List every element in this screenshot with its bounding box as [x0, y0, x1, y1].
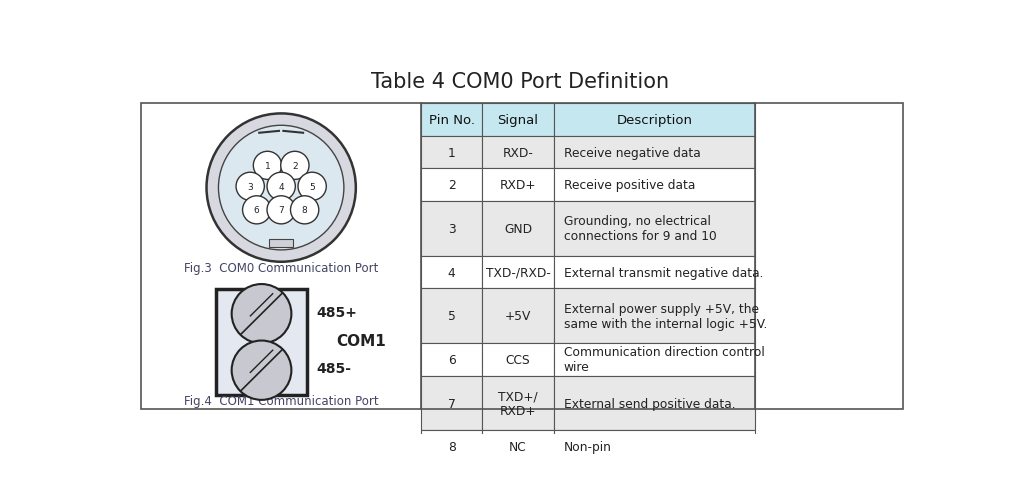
- Bar: [555, 202, 754, 256]
- Text: Receive positive data: Receive positive data: [564, 179, 695, 192]
- Bar: [422, 256, 482, 289]
- Text: 2: 2: [292, 162, 298, 170]
- Text: Non-pin: Non-pin: [564, 441, 611, 453]
- Text: 8: 8: [302, 206, 307, 215]
- Text: 1: 1: [448, 146, 455, 159]
- Text: 485+: 485+: [316, 305, 357, 319]
- Bar: [270, 239, 293, 247]
- Text: 7: 7: [278, 206, 284, 215]
- Text: 5: 5: [448, 310, 455, 323]
- Bar: [555, 344, 754, 376]
- Bar: [482, 256, 555, 289]
- Ellipse shape: [267, 173, 295, 201]
- Text: 2: 2: [448, 179, 455, 192]
- Bar: [482, 289, 555, 344]
- Ellipse shape: [267, 196, 295, 224]
- Text: External transmit negative data.: External transmit negative data.: [564, 266, 764, 279]
- Bar: [422, 344, 482, 376]
- Text: Receive negative data: Receive negative data: [564, 146, 701, 159]
- Text: 6: 6: [448, 353, 455, 366]
- Text: RXD+: RXD+: [500, 179, 536, 192]
- Text: 485-: 485-: [316, 362, 351, 376]
- Text: 3: 3: [247, 183, 254, 191]
- Bar: [555, 376, 754, 430]
- Text: RXD-: RXD-: [503, 146, 533, 159]
- Text: Fig.4  COM1 Communication Port: Fig.4 COM1 Communication Port: [184, 394, 378, 407]
- Bar: [422, 103, 482, 136]
- Bar: [482, 344, 555, 376]
- Bar: [422, 430, 482, 463]
- Bar: [482, 136, 555, 169]
- Bar: [422, 169, 482, 202]
- Bar: [216, 290, 306, 395]
- Text: 4: 4: [448, 266, 455, 279]
- Bar: [482, 169, 555, 202]
- Text: Signal: Signal: [498, 114, 538, 126]
- Text: GND: GND: [504, 223, 532, 235]
- Ellipse shape: [290, 196, 318, 224]
- Ellipse shape: [231, 285, 291, 344]
- Ellipse shape: [254, 152, 282, 180]
- Ellipse shape: [242, 196, 271, 224]
- Text: COM1: COM1: [336, 333, 385, 348]
- Text: Description: Description: [617, 114, 693, 126]
- Text: +5V: +5V: [505, 310, 531, 323]
- Bar: [482, 376, 555, 430]
- Bar: [482, 103, 555, 136]
- Text: 1: 1: [265, 162, 271, 170]
- Bar: [555, 430, 754, 463]
- Text: TXD-/RXD-: TXD-/RXD-: [486, 266, 551, 279]
- Ellipse shape: [298, 173, 327, 201]
- Text: CCS: CCS: [506, 353, 530, 366]
- Bar: [482, 430, 555, 463]
- Text: NC: NC: [509, 441, 527, 453]
- Text: External power supply +5V, the
same with the internal logic +5V.: External power supply +5V, the same with…: [564, 302, 767, 330]
- Text: Fig.3  COM0 Communication Port: Fig.3 COM0 Communication Port: [184, 262, 378, 275]
- Bar: [555, 103, 754, 136]
- Ellipse shape: [236, 173, 265, 201]
- Ellipse shape: [207, 114, 356, 262]
- Text: TXD+/
RXD+: TXD+/ RXD+: [498, 389, 537, 417]
- Text: 7: 7: [448, 397, 455, 410]
- Text: Table 4 COM0 Port Definition: Table 4 COM0 Port Definition: [370, 72, 669, 92]
- Text: 5: 5: [309, 183, 315, 191]
- Text: 8: 8: [448, 441, 455, 453]
- Text: 6: 6: [254, 206, 260, 215]
- Text: 3: 3: [448, 223, 455, 235]
- Bar: [555, 136, 754, 169]
- Ellipse shape: [218, 126, 344, 250]
- Bar: [422, 289, 482, 344]
- Bar: [482, 202, 555, 256]
- Bar: [422, 136, 482, 169]
- Text: External send positive data.: External send positive data.: [564, 397, 735, 410]
- Text: 4: 4: [279, 183, 284, 191]
- Text: Pin No.: Pin No.: [429, 114, 475, 126]
- Bar: [422, 202, 482, 256]
- Bar: [555, 289, 754, 344]
- Bar: [422, 376, 482, 430]
- Text: Grounding, no electrical
connections for 9 and 10: Grounding, no electrical connections for…: [564, 215, 717, 243]
- Ellipse shape: [281, 152, 309, 180]
- Bar: [555, 169, 754, 202]
- Bar: [141, 103, 903, 409]
- Ellipse shape: [231, 341, 291, 400]
- Bar: [555, 256, 754, 289]
- Text: Communication direction control
wire: Communication direction control wire: [564, 346, 765, 374]
